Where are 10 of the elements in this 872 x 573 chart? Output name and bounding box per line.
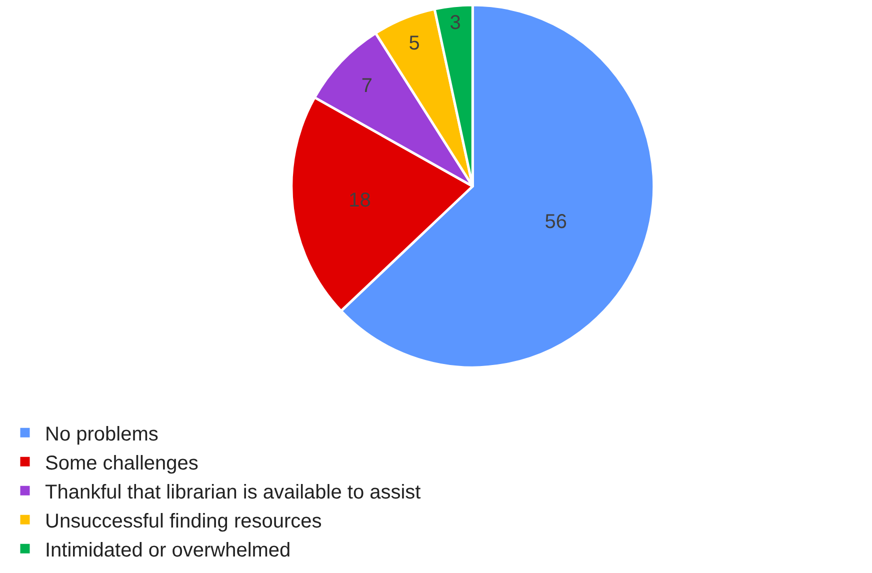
- data-label: 3: [450, 12, 461, 34]
- data-label: 56: [544, 211, 568, 234]
- legend-label: Thankful that librarian is available to assist: [45, 481, 422, 504]
- legend-label: Some challenges: [45, 452, 198, 474]
- legend-label: Unsuccessful finding resources: [45, 510, 322, 532]
- legend-label: No problems: [45, 423, 158, 446]
- data-label: 5: [408, 32, 420, 55]
- data-label: 18: [348, 189, 371, 212]
- data-label: 7: [361, 75, 373, 98]
- legend-label: Intimidated or overwhelmed: [45, 539, 291, 562]
